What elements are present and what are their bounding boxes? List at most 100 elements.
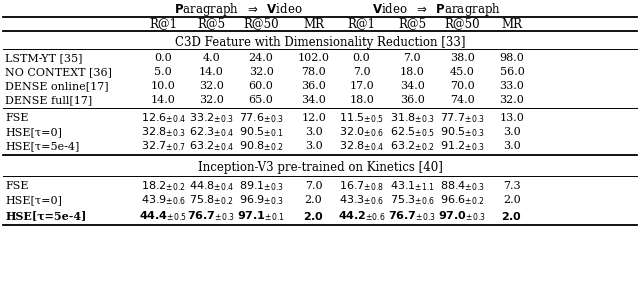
Text: $63.2_{\pm0.4}$: $63.2_{\pm0.4}$ (189, 139, 234, 153)
Text: 70.0: 70.0 (450, 81, 474, 91)
Text: $\mathbf{P}$aragraph  $\Rightarrow$  $\mathbf{V}$ideo: $\mathbf{P}$aragraph $\Rightarrow$ $\mat… (174, 1, 303, 19)
Text: $18.2_{\pm0.2}$: $18.2_{\pm0.2}$ (141, 179, 186, 193)
Text: R@1: R@1 (149, 17, 177, 30)
Text: $77.7_{\pm0.3}$: $77.7_{\pm0.3}$ (440, 111, 484, 125)
Text: 32.0: 32.0 (500, 95, 524, 105)
Text: $\mathbf{44.2}_{\pm0.6}$: $\mathbf{44.2}_{\pm0.6}$ (338, 209, 385, 223)
Text: R@5: R@5 (398, 17, 426, 30)
Text: $43.3_{\pm0.6}$: $43.3_{\pm0.6}$ (339, 193, 384, 207)
Text: 0.0: 0.0 (154, 53, 172, 63)
Text: 34.0: 34.0 (301, 95, 326, 105)
Text: $96.9_{\pm0.3}$: $96.9_{\pm0.3}$ (239, 193, 284, 207)
Text: HSE[τ=0]: HSE[τ=0] (5, 195, 62, 205)
Text: $63.2_{\pm0.2}$: $63.2_{\pm0.2}$ (390, 139, 435, 153)
Text: $32.0_{\pm0.6}$: $32.0_{\pm0.6}$ (339, 125, 384, 139)
Text: C3D Feature with Dimensionality Reduction [33]: C3D Feature with Dimensionality Reductio… (175, 35, 465, 48)
Text: 12.0: 12.0 (301, 113, 326, 123)
Text: $\mathbf{2.0}$: $\mathbf{2.0}$ (501, 210, 523, 222)
Text: $32.8_{\pm0.3}$: $32.8_{\pm0.3}$ (141, 125, 186, 139)
Text: 98.0: 98.0 (500, 53, 524, 63)
Text: $16.7_{\pm0.8}$: $16.7_{\pm0.8}$ (339, 179, 384, 193)
Text: 7.0: 7.0 (305, 181, 323, 191)
Text: $\mathbf{2.0}$: $\mathbf{2.0}$ (303, 210, 324, 222)
Text: $90.8_{\pm0.2}$: $90.8_{\pm0.2}$ (239, 139, 284, 153)
Text: 24.0: 24.0 (249, 53, 273, 63)
Text: $\mathbf{76.7}_{\pm0.3}$: $\mathbf{76.7}_{\pm0.3}$ (188, 209, 235, 223)
Text: 3.0: 3.0 (305, 127, 323, 137)
Text: $\mathbf{97.0}_{\pm0.3}$: $\mathbf{97.0}_{\pm0.3}$ (438, 209, 486, 223)
Text: 18.0: 18.0 (400, 67, 424, 77)
Text: R@50: R@50 (243, 17, 279, 30)
Text: 5.0: 5.0 (154, 67, 172, 77)
Text: 7.0: 7.0 (353, 67, 371, 77)
Text: 36.0: 36.0 (400, 95, 424, 105)
Text: 33.0: 33.0 (500, 81, 524, 91)
Text: $62.3_{\pm0.4}$: $62.3_{\pm0.4}$ (189, 125, 234, 139)
Text: 7.0: 7.0 (403, 53, 421, 63)
Text: $31.8_{\pm0.3}$: $31.8_{\pm0.3}$ (390, 111, 435, 125)
Text: $43.9_{\pm0.6}$: $43.9_{\pm0.6}$ (141, 193, 186, 207)
Text: $11.5_{\pm0.5}$: $11.5_{\pm0.5}$ (339, 111, 384, 125)
Text: 32.0: 32.0 (199, 81, 223, 91)
Text: $62.5_{\pm0.5}$: $62.5_{\pm0.5}$ (390, 125, 435, 139)
Text: 0.0: 0.0 (353, 53, 371, 63)
Text: $12.6_{\pm0.4}$: $12.6_{\pm0.4}$ (141, 111, 186, 125)
Text: 14.0: 14.0 (151, 95, 175, 105)
Text: DENSE online[17]: DENSE online[17] (5, 81, 109, 91)
Text: 13.0: 13.0 (500, 113, 524, 123)
Text: DENSE full[17]: DENSE full[17] (5, 95, 92, 105)
Text: $33.2_{\pm0.3}$: $33.2_{\pm0.3}$ (189, 111, 234, 125)
Text: 45.0: 45.0 (450, 67, 474, 77)
Text: $88.4_{\pm0.3}$: $88.4_{\pm0.3}$ (440, 179, 484, 193)
Text: MR: MR (502, 17, 522, 30)
Text: $96.6_{\pm0.2}$: $96.6_{\pm0.2}$ (440, 193, 484, 207)
Text: 78.0: 78.0 (301, 67, 326, 77)
Text: R@5: R@5 (197, 17, 225, 30)
Text: 32.0: 32.0 (199, 95, 223, 105)
Text: 34.0: 34.0 (400, 81, 424, 91)
Text: 4.0: 4.0 (202, 53, 220, 63)
Text: $32.8_{\pm0.4}$: $32.8_{\pm0.4}$ (339, 139, 384, 153)
Text: MR: MR (303, 17, 324, 30)
Text: R@50: R@50 (444, 17, 480, 30)
Text: 18.0: 18.0 (349, 95, 374, 105)
Text: $32.7_{\pm0.7}$: $32.7_{\pm0.7}$ (141, 139, 186, 153)
Text: 7.3: 7.3 (503, 181, 521, 191)
Text: 102.0: 102.0 (298, 53, 330, 63)
Text: $\mathbf{V}$ideo  $\Rightarrow$  $\mathbf{P}$aragraph: $\mathbf{V}$ideo $\Rightarrow$ $\mathbf{… (372, 1, 501, 19)
Text: $89.1_{\pm0.3}$: $89.1_{\pm0.3}$ (239, 179, 284, 193)
Text: 2.0: 2.0 (503, 195, 521, 205)
Text: $\mathbf{44.4}_{\pm0.5}$: $\mathbf{44.4}_{\pm0.5}$ (140, 209, 187, 223)
Text: 10.0: 10.0 (151, 81, 175, 91)
Text: 74.0: 74.0 (450, 95, 474, 105)
Text: $90.5_{\pm0.1}$: $90.5_{\pm0.1}$ (239, 125, 284, 139)
Text: 14.0: 14.0 (199, 67, 223, 77)
Text: $\mathbf{76.7}_{\pm0.3}$: $\mathbf{76.7}_{\pm0.3}$ (388, 209, 436, 223)
Text: $75.8_{\pm0.2}$: $75.8_{\pm0.2}$ (189, 193, 234, 207)
Text: 3.0: 3.0 (503, 127, 521, 137)
Text: HSE[τ=0]: HSE[τ=0] (5, 127, 62, 137)
Text: LSTM-YT [35]: LSTM-YT [35] (5, 53, 83, 63)
Text: $44.8_{\pm0.4}$: $44.8_{\pm0.4}$ (189, 179, 234, 193)
Text: $43.1_{\pm1.1}$: $43.1_{\pm1.1}$ (390, 179, 435, 193)
Text: HSE[τ=5e-4]: HSE[τ=5e-4] (5, 141, 79, 151)
Text: $\mathbf{97.1}_{\pm0.1}$: $\mathbf{97.1}_{\pm0.1}$ (237, 209, 285, 223)
Text: HSE[τ=5e-4]: HSE[τ=5e-4] (5, 211, 86, 222)
Text: 17.0: 17.0 (349, 81, 374, 91)
Text: 3.0: 3.0 (305, 141, 323, 151)
Text: 65.0: 65.0 (249, 95, 273, 105)
Text: $77.6_{\pm0.3}$: $77.6_{\pm0.3}$ (239, 111, 284, 125)
Text: 38.0: 38.0 (450, 53, 474, 63)
Text: NO CONTEXT [36]: NO CONTEXT [36] (5, 67, 112, 77)
Text: $90.5_{\pm0.3}$: $90.5_{\pm0.3}$ (440, 125, 484, 139)
Text: 32.0: 32.0 (249, 67, 273, 77)
Text: R@1: R@1 (348, 17, 376, 30)
Text: 56.0: 56.0 (500, 67, 524, 77)
Text: FSE: FSE (5, 181, 29, 191)
Text: 3.0: 3.0 (503, 141, 521, 151)
Text: 2.0: 2.0 (305, 195, 323, 205)
Text: $91.2_{\pm0.3}$: $91.2_{\pm0.3}$ (440, 139, 484, 153)
Text: 36.0: 36.0 (301, 81, 326, 91)
Text: Inception-V3 pre-trained on Kinetics [40]: Inception-V3 pre-trained on Kinetics [40… (198, 162, 442, 175)
Text: FSE: FSE (5, 113, 29, 123)
